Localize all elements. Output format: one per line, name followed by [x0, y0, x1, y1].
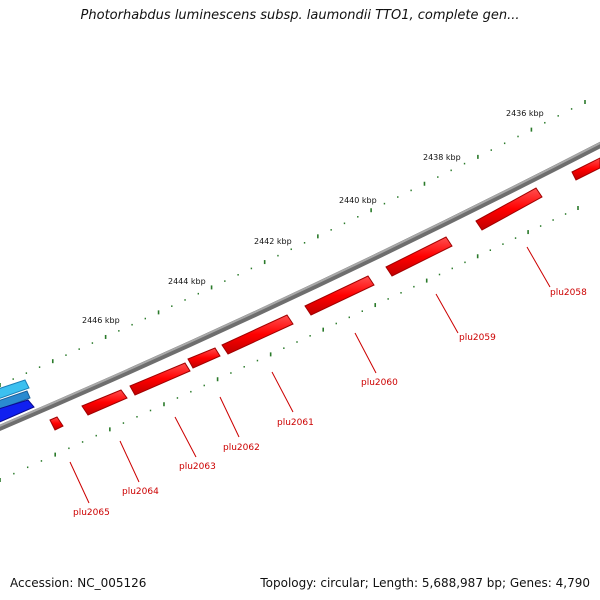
gene-label: plu2063: [179, 462, 216, 472]
neighbor-gene-light: [0, 379, 30, 399]
gene-plu2058-cap[interactable]: [571, 157, 600, 181]
gene-label: plu2064: [122, 487, 159, 497]
gene-plu2061[interactable]: [221, 314, 294, 355]
ruler-label: 2440 kbp: [339, 196, 377, 205]
ruler-label: 2442 kbp: [254, 237, 292, 246]
gene-plu2062[interactable]: [187, 347, 221, 369]
map-title: Photorhabdus luminescens subsp. laumondi…: [80, 8, 520, 23]
gene-label: plu2060: [361, 378, 398, 388]
genome-backbone: [0, 141, 600, 431]
neighbor-genes: [0, 379, 35, 423]
genome-summary-text: Topology: circular; Length: 5,688,987 bp…: [260, 576, 590, 590]
ruler-label: 2436 kbp: [506, 109, 544, 118]
gene-labels: plu2058 plu2059 plu2060 plu2061 plu2062 …: [73, 288, 587, 518]
neighbor-gene-mid: [0, 390, 31, 410]
gene-plu2065[interactable]: [49, 416, 64, 431]
gene-label: plu2065: [73, 508, 110, 518]
gene-track: [49, 157, 600, 431]
accession-text: Accession: NC_005126: [10, 576, 147, 590]
ruler-label: 2444 kbp: [168, 277, 206, 286]
ruler-label: 2446 kbp: [82, 316, 120, 325]
ruler-labels: 2436 kbp 2438 kbp 2440 kbp 2442 kbp 2444…: [82, 109, 544, 325]
genome-backbone-highlight: [0, 142, 600, 427]
gene-label: plu2061: [277, 418, 314, 428]
gene-label: plu2058: [550, 288, 587, 298]
gene-plu2064[interactable]: [81, 389, 128, 416]
gene-plu2060[interactable]: [304, 275, 375, 316]
gene-plu2059[interactable]: [385, 236, 453, 277]
map-footer: Accession: NC_005126 Topology: circular;…: [10, 576, 590, 590]
ruler-label: 2438 kbp: [423, 153, 461, 162]
gene-plu2058[interactable]: [475, 187, 543, 231]
label-connectors: [69, 246, 551, 504]
gene-label: plu2059: [459, 333, 496, 343]
gene-label: plu2062: [223, 443, 260, 453]
gene-plu2063[interactable]: [129, 362, 191, 396]
ruler-ticks-outer: [0, 100, 586, 387]
ruler-ticks-inner: [0, 206, 579, 482]
neighbor-gene-dark: [0, 399, 35, 423]
